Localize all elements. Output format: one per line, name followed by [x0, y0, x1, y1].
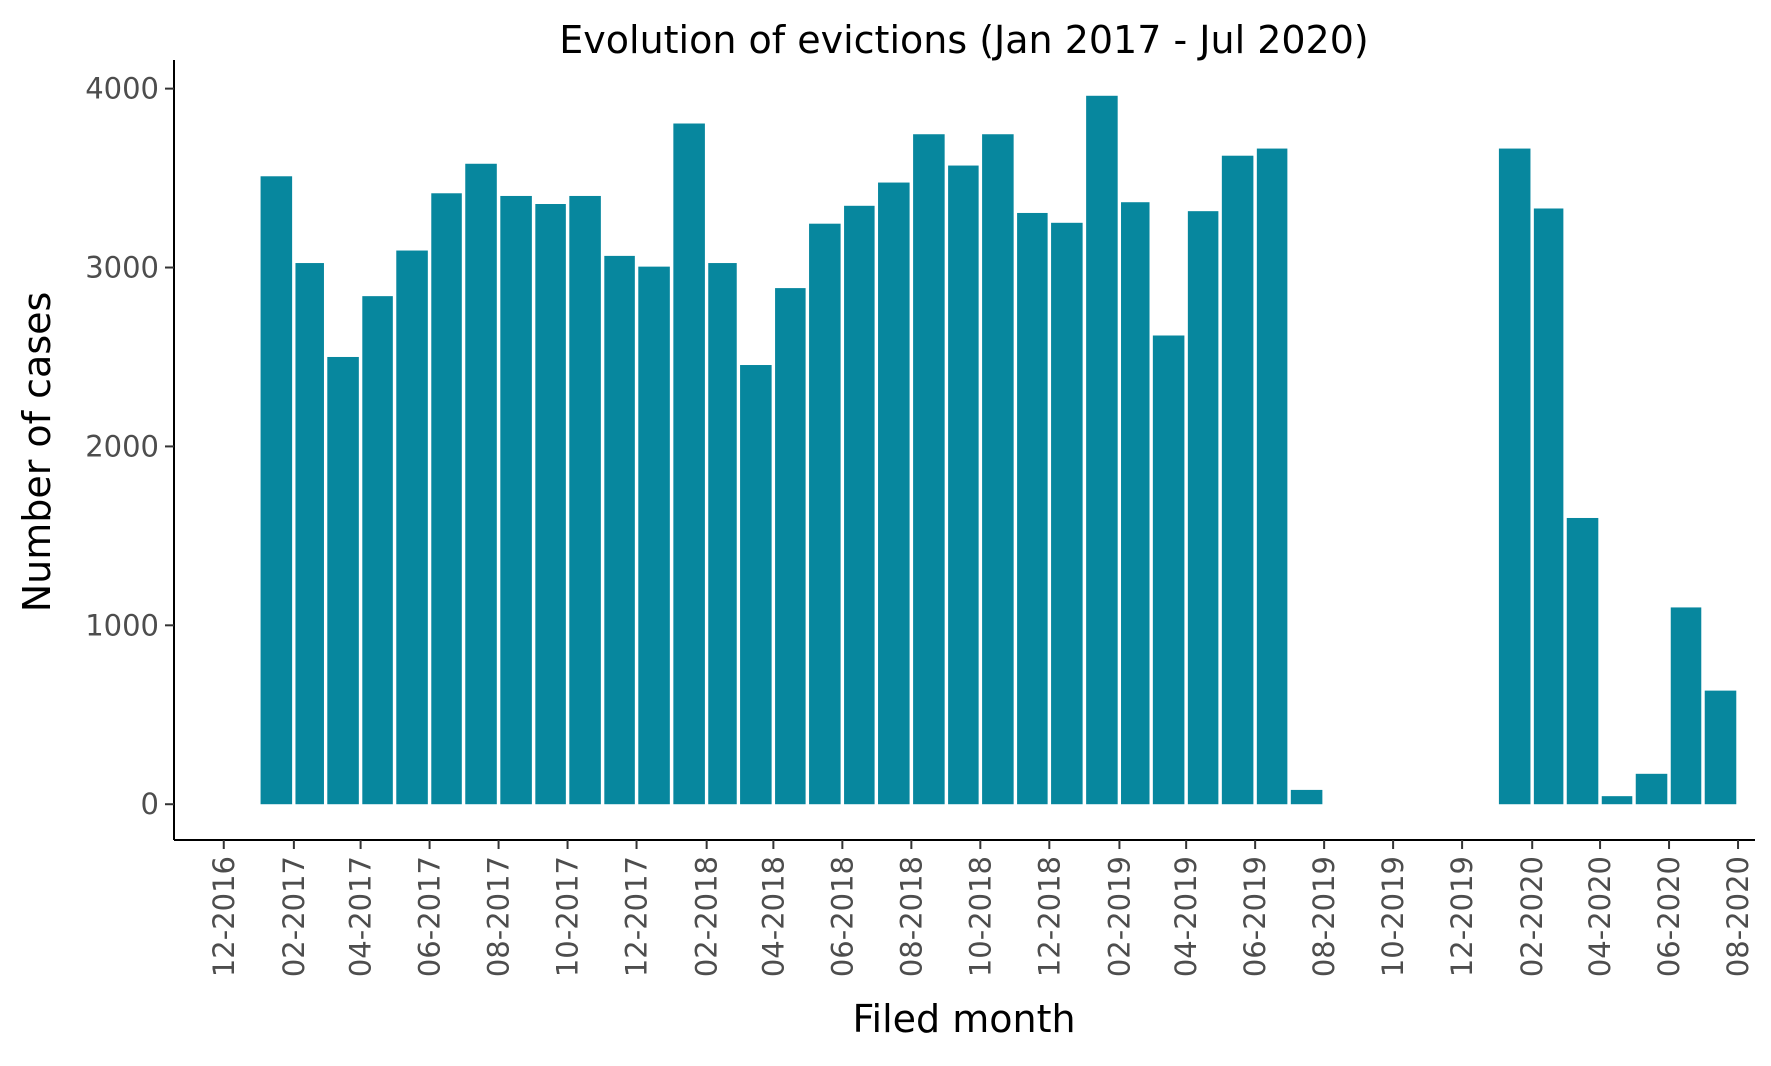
- x-tick-label-02-2019: 02-2019: [1102, 856, 1136, 977]
- bar-2019-04: [1187, 211, 1219, 805]
- x-tick-label-12-2016: 12-2016: [207, 856, 241, 977]
- x-tick-label-04-2020: 04-2020: [1583, 856, 1617, 977]
- bar-2018-09: [948, 165, 979, 805]
- x-tick-label-06-2020: 06-2020: [1652, 856, 1686, 977]
- x-tick-label-02-2020: 02-2020: [1515, 856, 1549, 977]
- bar-2020-06: [1670, 607, 1702, 805]
- x-tick-label-06-2017: 06-2017: [413, 856, 447, 977]
- x-tick-label-10-2017: 10-2017: [551, 856, 585, 977]
- bar-2018-10: [982, 134, 1014, 805]
- bar-2019-07: [1290, 789, 1323, 805]
- bar-2018-05: [809, 223, 841, 805]
- x-tick-label-08-2018: 08-2018: [894, 856, 928, 977]
- y-tick-label-3000: 3000: [85, 251, 159, 285]
- bar-2018-12: [1051, 222, 1083, 805]
- x-tick-label-12-2017: 12-2017: [620, 856, 654, 977]
- bar-2018-02: [708, 263, 737, 805]
- bar-2017-04: [362, 296, 393, 805]
- x-tick-label-12-2019: 12-2019: [1445, 856, 1479, 977]
- x-tick-label-04-2019: 04-2019: [1169, 856, 1203, 977]
- bar-2019-01: [1086, 95, 1118, 805]
- bar-2018-06: [844, 205, 875, 805]
- bar-2019-05: [1221, 155, 1254, 805]
- bar-2017-11: [604, 255, 635, 805]
- bar-2019-03: [1152, 335, 1185, 805]
- y-tick-label-0: 0: [141, 787, 159, 821]
- bar-2018-07: [878, 182, 910, 805]
- bar-2020-07: [1704, 690, 1737, 805]
- bar-2017-07: [465, 163, 497, 805]
- bar-2017-12: [638, 266, 670, 805]
- bar-2018-03: [740, 365, 772, 805]
- x-tick-label-06-2018: 06-2018: [825, 856, 859, 977]
- x-tick-label-04-2017: 04-2017: [344, 856, 378, 977]
- x-tick-label-10-2018: 10-2018: [963, 856, 997, 977]
- bar-2017-02: [295, 263, 324, 805]
- x-tick-label-08-2020: 08-2020: [1721, 856, 1755, 977]
- x-tick-label-06-2019: 06-2019: [1238, 856, 1272, 977]
- bar-2020-01: [1498, 148, 1531, 805]
- bar-2020-05: [1635, 773, 1668, 805]
- bars-layer: [260, 95, 1737, 805]
- bar-2018-04: [775, 288, 806, 805]
- x-tick-label-12-2018: 12-2018: [1032, 856, 1066, 977]
- y-tick-label-2000: 2000: [85, 429, 159, 463]
- x-tick-label-08-2017: 08-2017: [482, 856, 516, 977]
- bar-2017-05: [396, 250, 428, 805]
- y-tick-label-4000: 4000: [85, 72, 159, 106]
- bar-2018-08: [913, 134, 945, 805]
- y-axis-title: Number of cases: [15, 292, 59, 613]
- bar-2020-04: [1601, 796, 1633, 805]
- x-axis-title: Filed month: [852, 997, 1075, 1041]
- x-tick-label-08-2019: 08-2019: [1307, 856, 1341, 977]
- bar-2017-10: [569, 195, 601, 805]
- bar-2017-06: [431, 193, 462, 805]
- x-ticks-layer: 12-2016 02-2017 04-2017 06-2017 08-2017 10-20…: [207, 840, 1755, 977]
- y-tick-label-1000: 1000: [85, 608, 159, 642]
- bar-2020-02: [1533, 208, 1564, 805]
- bar-2019-06: [1256, 148, 1288, 805]
- x-tick-label-02-2018: 02-2018: [690, 856, 724, 977]
- axes-layer: [173, 60, 1755, 841]
- bar-2018-01: [673, 123, 705, 805]
- bar-2020-03: [1566, 517, 1599, 805]
- bar-2017-09: [535, 204, 566, 805]
- bar-2017-03: [327, 356, 359, 805]
- bar-2017-08: [500, 195, 532, 805]
- chart-title: Evolution of evictions (Jan 2017 - Jul 2…: [559, 18, 1368, 62]
- bar-2017-01: [260, 176, 293, 805]
- x-tick-label-04-2018: 04-2018: [756, 856, 790, 977]
- y-ticks-layer: 0 1000 2000 3000 4000: [85, 72, 174, 821]
- x-tick-label-10-2019: 10-2019: [1376, 856, 1410, 977]
- bar-2018-11: [1017, 212, 1048, 805]
- bar-2019-02: [1121, 202, 1150, 805]
- x-tick-label-02-2017: 02-2017: [277, 856, 311, 977]
